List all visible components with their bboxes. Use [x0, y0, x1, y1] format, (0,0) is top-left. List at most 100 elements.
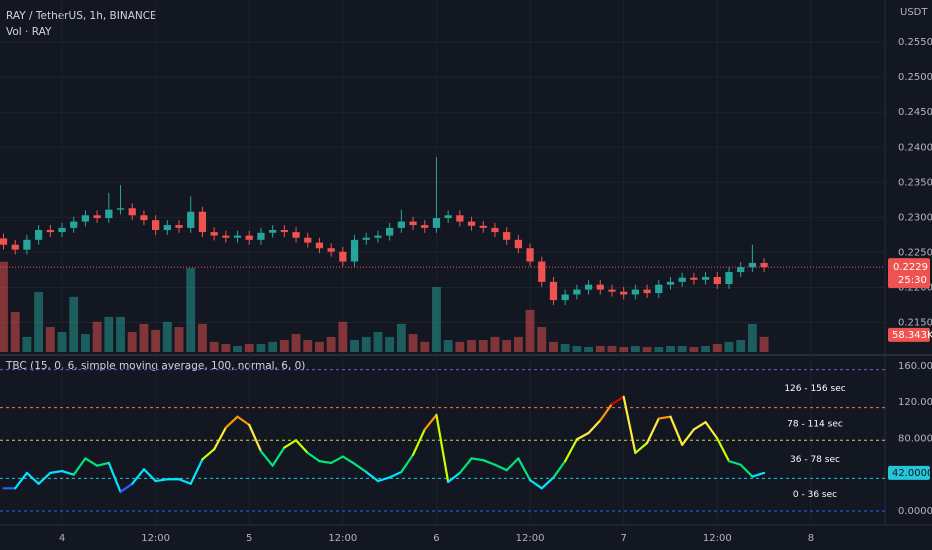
candle-body	[748, 262, 757, 268]
candle-body	[222, 235, 230, 238]
volume-bar	[396, 323, 406, 352]
y-tick-label: 0.2450	[898, 107, 932, 118]
volume-bar	[268, 341, 278, 352]
volume-bar	[174, 327, 184, 352]
candle-body	[233, 235, 242, 238]
volume-bar	[10, 311, 20, 352]
indicator-segment	[365, 470, 380, 483]
last-price: 0.2229	[893, 262, 928, 273]
indicator-segment	[435, 413, 450, 484]
indicator-segment	[60, 469, 75, 476]
x-tick-label: 5	[246, 533, 252, 544]
candle-body	[23, 239, 31, 250]
indicator-segment	[564, 438, 578, 463]
candle-body	[514, 239, 522, 249]
volume-bar	[350, 340, 359, 352]
indicator-segment	[189, 458, 204, 485]
indicator-segment	[37, 471, 52, 485]
candle-body	[105, 209, 113, 219]
candle-body	[362, 237, 370, 240]
countdown: 25:30	[898, 275, 927, 286]
indicator-segment	[376, 476, 391, 483]
indicator-segment	[330, 455, 344, 465]
candle-body	[315, 242, 324, 249]
volume-bar	[607, 346, 617, 352]
volume-bar	[724, 341, 734, 352]
candle-body	[608, 289, 616, 292]
candle-body	[503, 232, 511, 240]
indicator-segment	[119, 482, 134, 494]
indicator-segment	[259, 450, 274, 467]
volume-bar	[455, 341, 465, 352]
indicator-segment	[306, 451, 321, 463]
indicator-segment	[213, 426, 227, 451]
candle-body	[292, 232, 300, 238]
volume-bar	[408, 334, 418, 352]
indicator-segment	[388, 470, 403, 479]
volume-bar	[151, 329, 161, 352]
candle-body	[175, 225, 183, 228]
y-tick-label: 80.0000	[898, 433, 932, 444]
volume-bar	[432, 287, 441, 352]
indicator-segment	[681, 428, 695, 446]
volume-bar	[315, 341, 324, 352]
volume-bar	[221, 343, 231, 352]
candle-body	[596, 284, 604, 290]
indicator-current-box	[888, 465, 930, 480]
volume-bar	[759, 336, 769, 352]
indicator-segment	[49, 469, 64, 474]
volume-bar	[630, 346, 640, 352]
x-tick-label: 7	[620, 533, 626, 544]
volume-bar	[209, 341, 219, 352]
candle-body	[432, 218, 441, 228]
y-tick-label: 0.2350	[898, 177, 932, 188]
candle-body	[58, 227, 66, 233]
volume-bar	[0, 261, 8, 352]
volume-bar	[736, 340, 746, 352]
y-tick-label: 160.0000	[898, 361, 932, 372]
candle-body	[561, 294, 569, 301]
y-tick-label: 0.2250	[898, 247, 932, 258]
volume-bar	[338, 321, 348, 352]
x-tick-label: 12:00	[703, 533, 732, 544]
indicator-segment	[493, 463, 508, 472]
volume-bar	[467, 340, 476, 352]
candle-body	[304, 237, 312, 243]
indicator-segment	[645, 417, 660, 445]
zone-label: 0 - 36 sec	[793, 490, 837, 500]
candle-body	[210, 232, 218, 236]
candle-body	[666, 281, 675, 285]
indicator-segment	[341, 455, 356, 465]
indicator-segment	[248, 423, 263, 453]
candle-body	[128, 208, 136, 216]
volume-bar	[127, 331, 137, 352]
candle-body	[655, 284, 663, 294]
candle-body	[549, 281, 558, 301]
volume-bar	[443, 340, 453, 352]
volume-bar	[162, 321, 172, 352]
indicator-segment	[704, 421, 719, 440]
indicator-segment	[587, 419, 602, 435]
candle-body	[339, 251, 347, 262]
candle-body	[116, 208, 125, 210]
indicator-segment	[517, 457, 532, 482]
candle-body	[690, 277, 698, 280]
volume-bar	[502, 340, 512, 352]
candle-body	[725, 272, 733, 284]
volume-bar	[490, 336, 500, 352]
indicator-segment	[692, 421, 707, 431]
x-tick-label: 6	[433, 533, 439, 544]
candle-body	[327, 248, 335, 252]
volume-bar	[361, 336, 371, 352]
candle-body	[456, 215, 464, 222]
zone-label: 78 - 114 sec	[787, 419, 843, 429]
candle-body	[760, 262, 768, 268]
volume-bar	[92, 321, 102, 352]
volume-bar	[373, 331, 383, 352]
candle-body	[70, 221, 78, 228]
candle-body	[93, 215, 101, 219]
volume-current-box	[888, 327, 930, 342]
candle-body	[151, 220, 160, 230]
indicator-current: 42.0000	[892, 468, 932, 479]
